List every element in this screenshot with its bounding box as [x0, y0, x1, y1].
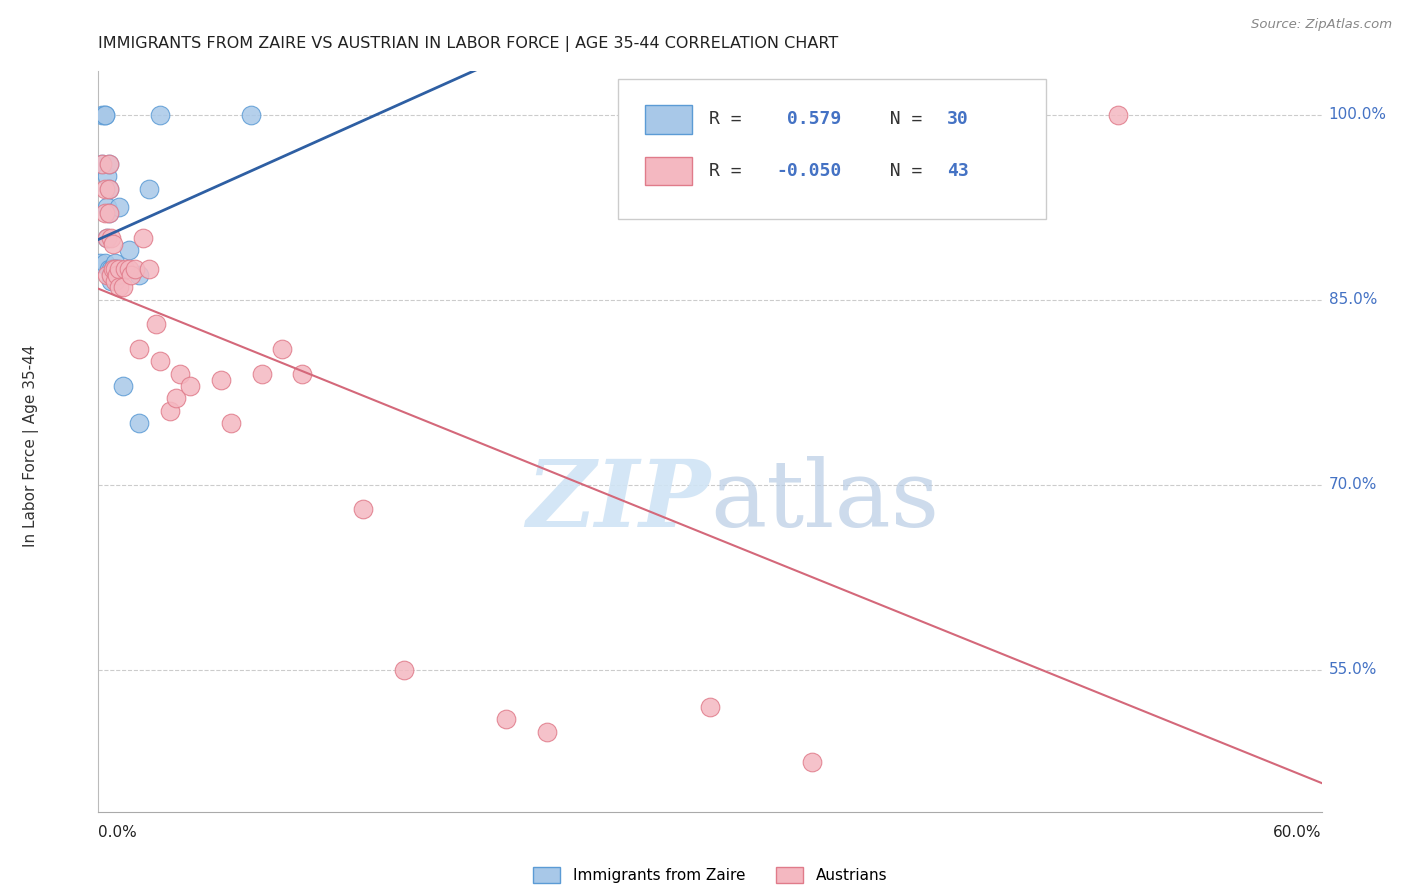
- Point: [250, 367, 273, 381]
- Point: [209, 373, 232, 387]
- Point: [93, 255, 115, 269]
- Point: [105, 268, 128, 282]
- Point: [96, 200, 118, 214]
- Bar: [645, 157, 692, 186]
- Point: [128, 416, 150, 430]
- Point: [101, 261, 124, 276]
- Text: 100.0%: 100.0%: [1329, 107, 1386, 122]
- Point: [108, 200, 131, 214]
- Point: [149, 354, 172, 368]
- Point: [111, 379, 134, 393]
- Point: [93, 181, 115, 195]
- Point: [179, 379, 201, 393]
- Point: [96, 268, 118, 282]
- Point: [96, 231, 118, 245]
- Point: [165, 392, 187, 406]
- Point: [1107, 107, 1129, 121]
- Point: [392, 663, 416, 677]
- Point: [89, 255, 111, 269]
- Point: [97, 206, 120, 220]
- Point: [111, 280, 134, 294]
- Point: [495, 712, 517, 726]
- Point: [138, 181, 160, 195]
- Point: [91, 157, 114, 171]
- Text: 85.0%: 85.0%: [1329, 293, 1376, 307]
- Text: R =: R =: [709, 111, 752, 128]
- Point: [93, 107, 115, 121]
- Point: [93, 206, 115, 220]
- Legend: Immigrants from Zaire, Austrians: Immigrants from Zaire, Austrians: [527, 861, 893, 889]
- Point: [352, 502, 374, 516]
- Point: [100, 274, 122, 288]
- Point: [104, 255, 127, 269]
- Point: [132, 231, 155, 245]
- Point: [100, 231, 122, 245]
- Point: [118, 244, 141, 258]
- Point: [104, 274, 127, 288]
- Text: Source: ZipAtlas.com: Source: ZipAtlas.com: [1251, 18, 1392, 31]
- Point: [108, 261, 131, 276]
- Point: [138, 261, 160, 276]
- Point: [97, 206, 120, 220]
- Point: [270, 342, 294, 356]
- Point: [291, 367, 314, 381]
- Point: [96, 169, 118, 184]
- Point: [108, 268, 131, 282]
- Point: [105, 261, 128, 276]
- Point: [97, 181, 120, 195]
- Text: R =: R =: [709, 162, 752, 180]
- Point: [100, 268, 122, 282]
- Text: atlas: atlas: [710, 456, 939, 546]
- Point: [536, 724, 558, 739]
- Point: [93, 107, 115, 121]
- Text: -0.050: -0.050: [776, 162, 841, 180]
- Text: 43: 43: [948, 162, 969, 180]
- Point: [149, 107, 172, 121]
- Text: 60.0%: 60.0%: [1274, 825, 1322, 840]
- Point: [219, 416, 242, 430]
- Point: [97, 157, 120, 171]
- Text: 0.579: 0.579: [776, 111, 841, 128]
- Point: [101, 237, 124, 252]
- Point: [97, 261, 120, 276]
- Point: [104, 261, 127, 276]
- Point: [100, 268, 122, 282]
- Text: 30: 30: [948, 111, 969, 128]
- Point: [128, 342, 150, 356]
- Point: [145, 318, 167, 332]
- Point: [100, 261, 122, 276]
- Point: [91, 157, 114, 171]
- Point: [97, 157, 120, 171]
- Text: In Labor Force | Age 35-44: In Labor Force | Age 35-44: [22, 345, 39, 547]
- Point: [240, 107, 263, 121]
- Point: [124, 261, 146, 276]
- Point: [96, 231, 118, 245]
- Bar: [645, 105, 692, 134]
- Text: 0.0%: 0.0%: [98, 825, 138, 840]
- Point: [159, 403, 181, 417]
- Text: IMMIGRANTS FROM ZAIRE VS AUSTRIAN IN LABOR FORCE | AGE 35-44 CORRELATION CHART: IMMIGRANTS FROM ZAIRE VS AUSTRIAN IN LAB…: [98, 36, 838, 52]
- Point: [104, 261, 127, 276]
- Text: ZIP: ZIP: [526, 456, 710, 546]
- Point: [120, 268, 142, 282]
- Point: [91, 107, 114, 121]
- Point: [101, 268, 124, 282]
- FancyBboxPatch shape: [619, 78, 1046, 219]
- Point: [101, 261, 124, 276]
- Point: [699, 699, 721, 714]
- Point: [169, 367, 191, 381]
- Text: 55.0%: 55.0%: [1329, 663, 1376, 677]
- Point: [118, 261, 141, 276]
- Point: [128, 268, 150, 282]
- Point: [97, 181, 120, 195]
- Point: [801, 756, 824, 770]
- Point: [114, 261, 136, 276]
- Text: 70.0%: 70.0%: [1329, 477, 1376, 492]
- Text: N =: N =: [868, 111, 934, 128]
- Point: [108, 280, 131, 294]
- Text: N =: N =: [868, 162, 934, 180]
